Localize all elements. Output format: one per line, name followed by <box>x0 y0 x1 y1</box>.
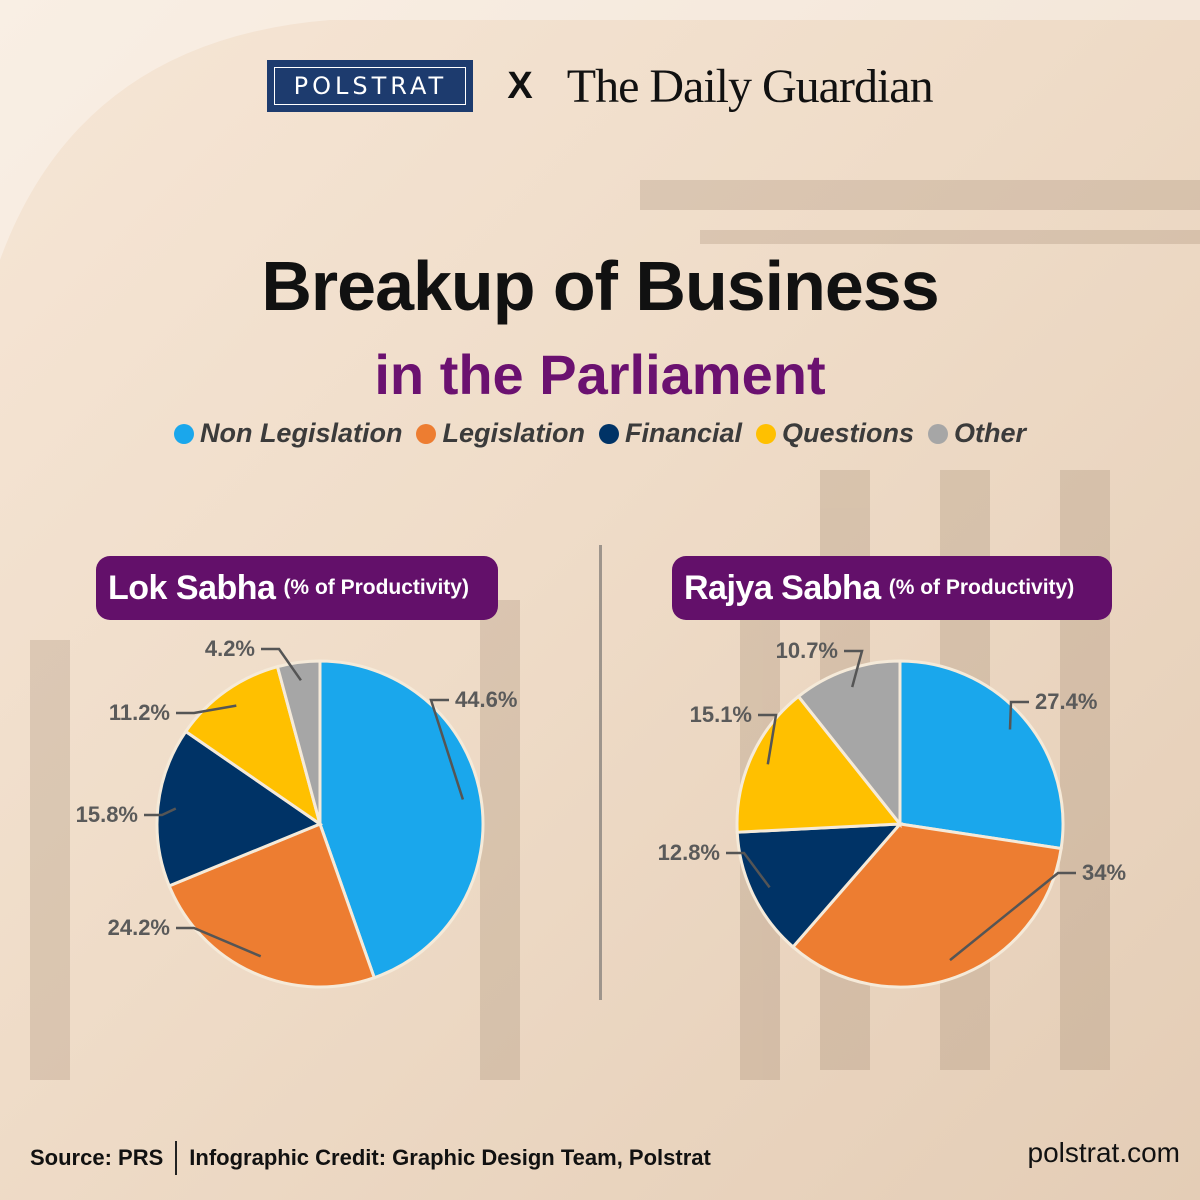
polstrat-logo: POLSTRAT <box>267 60 474 112</box>
rajya-data-label: 34% <box>1082 860 1126 885</box>
rajya-leader-line <box>949 871 1076 962</box>
rajya-data-label: 12.8% <box>658 840 720 865</box>
chart-legend: Non Legislation Legislation Financial Qu… <box>0 418 1200 449</box>
lok-slice-legislation <box>167 822 377 989</box>
rajya-slice-legislation <box>790 822 1063 989</box>
legend-label: Other <box>954 418 1027 448</box>
lok-slice-questions <box>183 664 323 828</box>
rajya-slice-non-legislation <box>898 659 1065 851</box>
lok-leader-line <box>144 807 177 817</box>
lok-slice-financial <box>155 729 324 888</box>
lok-slice-other <box>275 659 322 825</box>
legend-dot-icon <box>416 423 437 444</box>
legend-item-non-legislation: Non Legislation <box>173 418 403 449</box>
lok-leader-line <box>429 698 465 800</box>
polstrat-logo-text: POLSTRAT <box>293 72 448 100</box>
lok-data-label: 15.8% <box>76 802 138 827</box>
legend-label: Legislation <box>442 418 585 448</box>
legend-dot-icon <box>928 423 949 444</box>
rajya-data-label: 15.1% <box>690 702 752 727</box>
legend-label: Questions <box>782 418 915 448</box>
credit-text: Infographic Credit: Graphic Design Team,… <box>189 1145 711 1170</box>
lok-leader-line <box>176 704 237 715</box>
rajya-slice-financial <box>735 822 904 950</box>
legend-label: Non Legislation <box>199 418 403 448</box>
footer-credits: Source: PRS Infographic Credit: Graphic … <box>30 1140 711 1176</box>
lok-leader-line <box>261 647 302 682</box>
rajya-slice-questions <box>735 694 903 834</box>
rajya-leader-line <box>1008 700 1029 730</box>
lok-sabha-note: (% of Productivity) <box>283 576 469 599</box>
rajya-sabha-name: Rajya Sabha <box>684 568 881 607</box>
rajya-data-label: 27.4% <box>1035 689 1097 714</box>
legend-dot-icon <box>756 423 776 444</box>
lok-slice-non-legislation <box>318 659 485 980</box>
footer-separator <box>175 1141 178 1175</box>
legend-dot-icon <box>598 423 619 444</box>
lok-data-label: 24.2% <box>108 915 170 940</box>
page-subtitle: in the Parliament <box>374 343 826 406</box>
rajya-sabha-heading: Rajya Sabha (% of Productivity) <box>672 556 1112 620</box>
rajya-slice-other <box>796 659 902 829</box>
lok-sabha-heading: Lok Sabha (% of Productivity) <box>96 556 498 620</box>
website-link[interactable]: polstrat.com <box>1027 1137 1181 1168</box>
source-text: Source: PRS <box>30 1145 164 1170</box>
rajya-leader-line <box>726 851 771 889</box>
rajya-leader-line <box>844 649 864 688</box>
lok-data-label: 4.2% <box>205 636 255 661</box>
legend-label: Financial <box>624 418 742 448</box>
lok-data-label: 44.6% <box>455 687 517 712</box>
lok-leader-line <box>176 926 262 958</box>
page-title: Breakup of Business <box>261 247 939 325</box>
lok-sabha-name: Lok Sabha <box>108 568 276 607</box>
legend-item-other: Other <box>928 418 1026 449</box>
rajya-leader-line <box>758 713 778 765</box>
lok-data-label: 11.2% <box>109 700 170 725</box>
cross-mark: X <box>507 64 533 107</box>
rajya-sabha-note: (% of Productivity) <box>888 576 1075 599</box>
header-logos: POLSTRAT X The Daily Guardian <box>0 58 1200 114</box>
legend-item-financial: Financial <box>598 418 742 449</box>
legend-dot-icon <box>173 423 194 444</box>
rajya-data-label: 10.7% <box>776 638 838 663</box>
panel-divider <box>599 545 602 1000</box>
daily-guardian-logo: The Daily Guardian <box>566 59 934 113</box>
legend-item-questions: Questions <box>756 418 914 449</box>
legend-item-legislation: Legislation <box>416 418 585 449</box>
